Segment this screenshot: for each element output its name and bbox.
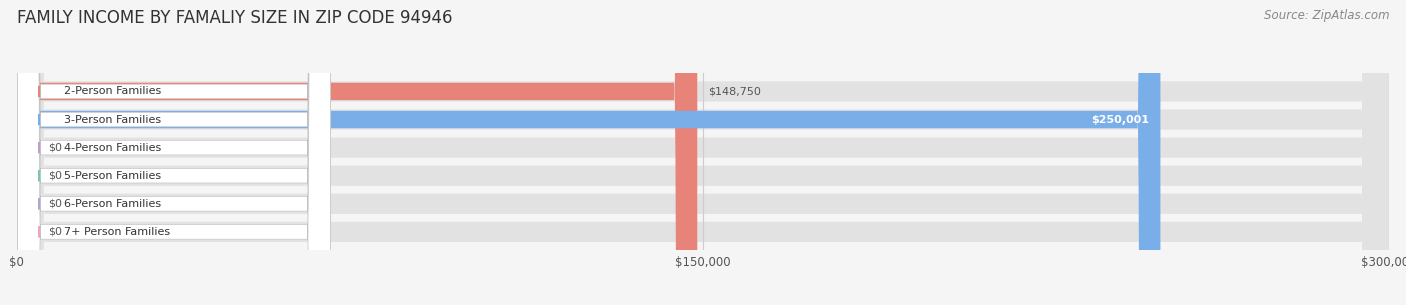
Text: $0: $0 <box>48 143 62 152</box>
FancyBboxPatch shape <box>17 0 330 305</box>
FancyBboxPatch shape <box>17 0 38 305</box>
Text: $0: $0 <box>48 171 62 181</box>
Text: 5-Person Families: 5-Person Families <box>63 171 160 181</box>
FancyBboxPatch shape <box>17 0 330 305</box>
FancyBboxPatch shape <box>17 0 330 305</box>
Text: $0: $0 <box>48 227 62 237</box>
FancyBboxPatch shape <box>17 0 330 305</box>
FancyBboxPatch shape <box>17 0 697 305</box>
FancyBboxPatch shape <box>17 0 1389 305</box>
FancyBboxPatch shape <box>17 0 38 305</box>
FancyBboxPatch shape <box>17 0 1389 305</box>
Text: $0: $0 <box>48 199 62 209</box>
FancyBboxPatch shape <box>17 0 1160 305</box>
FancyBboxPatch shape <box>17 0 1389 305</box>
FancyBboxPatch shape <box>17 0 38 305</box>
FancyBboxPatch shape <box>17 0 38 305</box>
Text: 6-Person Families: 6-Person Families <box>63 199 160 209</box>
Text: Source: ZipAtlas.com: Source: ZipAtlas.com <box>1264 9 1389 22</box>
Text: 4-Person Families: 4-Person Families <box>63 143 160 152</box>
Text: $148,750: $148,750 <box>709 86 761 96</box>
Text: $250,001: $250,001 <box>1091 115 1150 124</box>
Text: 7+ Person Families: 7+ Person Families <box>63 227 170 237</box>
Text: FAMILY INCOME BY FAMALIY SIZE IN ZIP CODE 94946: FAMILY INCOME BY FAMALIY SIZE IN ZIP COD… <box>17 9 453 27</box>
Text: 3-Person Families: 3-Person Families <box>63 115 160 124</box>
FancyBboxPatch shape <box>17 0 1389 305</box>
FancyBboxPatch shape <box>17 0 1389 305</box>
FancyBboxPatch shape <box>17 0 330 305</box>
FancyBboxPatch shape <box>17 0 330 305</box>
FancyBboxPatch shape <box>17 0 1389 305</box>
Text: 2-Person Families: 2-Person Families <box>63 86 160 96</box>
